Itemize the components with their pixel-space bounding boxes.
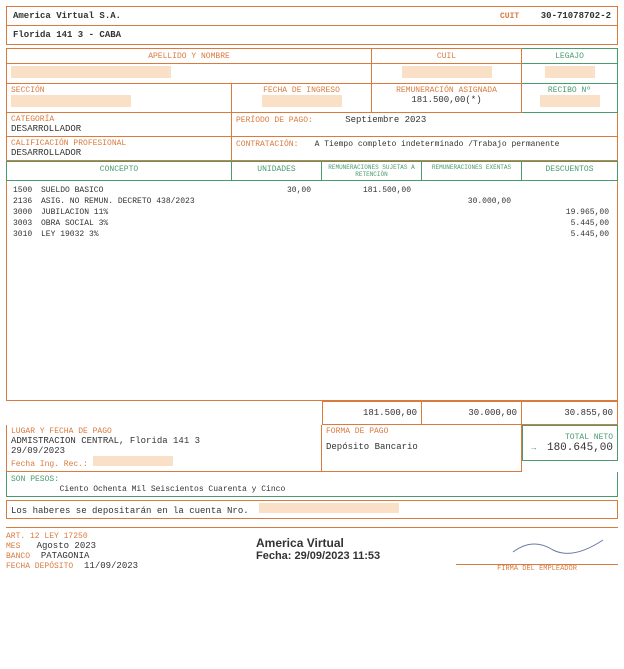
section-row-1: SECCIÓN FECHA DE INGRESO REMUNERACIÓN AS…: [6, 84, 618, 113]
cuit-block: CUIT 30-71078702-2: [500, 11, 611, 21]
line-row: 3003OBRA SOCIAL 3%5.445,00: [7, 218, 617, 229]
apellido-header: APELLIDO Y NOMBRE: [6, 48, 372, 64]
cuit-value: 30-71078702-2: [541, 11, 611, 21]
line-row: 3000JUBILACION 11%19.965,00: [7, 207, 617, 218]
cuil-header: CUIL: [372, 48, 522, 64]
col-concepto: CONCEPTO: [6, 161, 232, 181]
line-row: 2136ASIG. NO REMUN. DECRETO 438/202330.0…: [7, 196, 617, 207]
line-row: 3010LEY 19032 3%5.445,00: [7, 229, 617, 240]
section-row-2: CATEGORÍA DESARROLLADOR PERÍODO DE PAGO:…: [6, 113, 618, 137]
identity-header-row: APELLIDO Y NOMBRE CUIL LEGAJO: [6, 48, 618, 64]
identity-value-row: [6, 64, 618, 84]
total-suj: 181.500,00: [322, 401, 422, 425]
deposito-cell: Los haberes se depositarán en la cuenta …: [6, 500, 618, 519]
col-sujetas: REMUNERACIONES SUJETAS A RETENCIÓN: [322, 161, 422, 181]
company-name: America Virtual S.A.: [13, 11, 121, 21]
totals-row: 181.500,00 30.000,00 30.855,00: [6, 401, 618, 425]
recibo-cell: RECIBO Nº: [522, 84, 618, 113]
company-address: Florida 141 3 - CABA: [6, 26, 618, 45]
section-row-3: CALIFICACIÓN PROFESIONAL DESARROLLADOR C…: [6, 137, 618, 161]
footer-row: ART. 12 LEY 17250 MES Agosto 2023 BANCO …: [6, 532, 618, 573]
footer-signature: FIRMA DEL EMPLEADOR: [456, 532, 618, 573]
col-unidades: UNIDADES: [232, 161, 322, 181]
columns-header: CONCEPTO UNIDADES REMUNERACIONES SUJETAS…: [6, 161, 618, 181]
footer-left: ART. 12 LEY 17250 MES Agosto 2023 BANCO …: [6, 532, 256, 573]
col-descuentos: DESCUENTOS: [522, 161, 618, 181]
signature-icon: [508, 532, 608, 562]
col-exentas: REMUNERACIONES EXENTAS: [422, 161, 522, 181]
contrat-cell: CONTRATACIÓN: A Tiempo completo indeterm…: [232, 137, 618, 161]
legajo-value: [522, 64, 618, 84]
cuit-label: CUIT: [500, 12, 519, 21]
lugar-cell: LUGAR Y FECHA DE PAGO ADMISTRACION CENTR…: [6, 425, 322, 472]
neto-cell: TOTAL NETO → 180.645,00: [522, 425, 618, 461]
seccion-cell: SECCIÓN: [6, 84, 232, 113]
forma-cell: FORMA DE PAGO Depósito Bancario: [322, 425, 522, 472]
total-exe: 30.000,00: [422, 401, 522, 425]
calif-cell: CALIFICACIÓN PROFESIONAL DESARROLLADOR: [6, 137, 232, 161]
footer-stamp: America Virtual Fecha: 29/09/2023 11:53: [256, 532, 456, 573]
son-pesos-cell: SON PESOS: Ciento Ochenta Mil Seisciento…: [6, 472, 618, 497]
remun-cell: REMUNERACIÓN ASIGNADA 181.500,00(*): [372, 84, 522, 113]
ingreso-cell: FECHA DE INGRESO: [232, 84, 372, 113]
legajo-header: LEGAJO: [522, 48, 618, 64]
company-header: America Virtual S.A. CUIT 30-71078702-2: [6, 6, 618, 26]
lines-body: 1500SUELDO BASICO30,00181.500,002136ASIG…: [6, 181, 618, 401]
pago-row: LUGAR Y FECHA DE PAGO ADMISTRACION CENTR…: [6, 425, 618, 472]
cuil-value: [372, 64, 522, 84]
line-row: 1500SUELDO BASICO30,00181.500,00: [7, 185, 617, 196]
categoria-cell: CATEGORÍA DESARROLLADOR: [6, 113, 232, 137]
apellido-value: [6, 64, 372, 84]
periodo-cell: PERÍODO DE PAGO: Septiembre 2023: [232, 113, 618, 137]
total-des: 30.855,00: [522, 401, 618, 425]
